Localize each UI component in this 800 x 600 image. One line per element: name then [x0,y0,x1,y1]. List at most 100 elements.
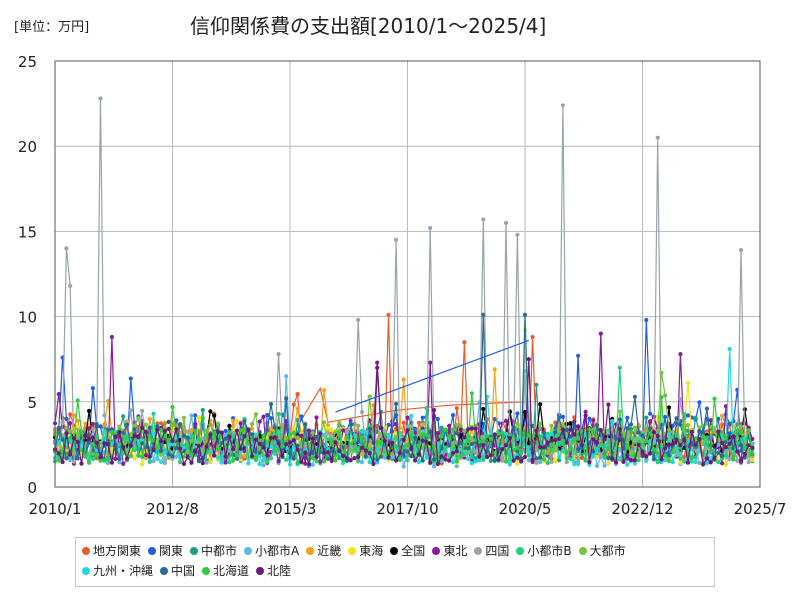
data-point [394,458,399,463]
legend-marker [148,547,157,555]
data-point [481,312,486,317]
data-point [75,424,80,429]
data-point [704,406,710,411]
data-point [174,454,179,459]
data-point [610,456,615,461]
series-layer [52,96,755,469]
data-point [720,461,725,466]
data-point [568,445,573,450]
data-point [568,434,573,439]
data-point [515,232,520,237]
data-point [727,431,732,436]
data-point [439,425,444,430]
data-point [469,441,474,446]
data-point [227,423,232,428]
data-point [87,460,92,465]
data-point [594,440,600,445]
data-point [697,429,702,434]
data-point [151,458,156,464]
data-point [390,440,395,445]
data-point [106,398,111,404]
data-point [250,432,255,437]
data-point [231,447,236,452]
data-point [272,435,277,440]
data-point [79,461,84,466]
data-point [685,460,691,465]
data-point [356,458,361,463]
data-point [454,464,459,469]
data-point [284,396,289,401]
data-point [738,443,744,448]
data-point [299,433,304,438]
data-point [610,419,615,424]
data-point [572,462,577,467]
data-point [56,451,61,456]
data-point [409,413,414,418]
data-point [534,456,539,461]
data-point [344,434,349,439]
data-point [143,453,149,458]
legend-label: 関東 [159,544,184,558]
data-point [560,414,566,419]
data-point [648,419,653,424]
data-point [185,444,190,449]
data-point [140,425,145,430]
series-gap-line [335,339,529,413]
data-point [481,217,486,222]
data-point [64,445,69,450]
legend-label: 全国 [401,544,426,558]
data-point [394,444,399,449]
data-point [587,416,592,421]
legend-item: 全国 [390,541,425,561]
data-point [352,438,357,443]
data-point [629,422,634,427]
data-point [568,421,573,426]
data-point [636,436,641,441]
data-point [71,459,77,464]
data-point [462,340,467,345]
legend-label: 北海道 [213,564,250,578]
data-point [322,459,327,464]
data-point [166,426,171,431]
data-point [367,426,372,431]
data-point [140,462,145,467]
data-point [136,435,141,440]
data-point [629,451,634,456]
data-point [682,412,687,417]
data-point [416,444,421,449]
data-point [132,456,137,461]
data-point [568,427,573,432]
data-point [503,459,509,464]
data-point [526,449,531,454]
data-point [526,357,531,362]
data-point [697,400,702,405]
data-point [557,454,562,459]
data-point [591,454,596,459]
data-point [640,442,645,447]
data-point [208,459,213,464]
data-point [87,426,92,431]
data-point [68,421,73,426]
data-point [117,424,122,429]
data-point [234,428,239,433]
data-point [678,352,683,357]
data-point [644,458,649,463]
data-point [723,453,729,458]
data-point [363,448,368,453]
chart-title: 信仰関係費の支出額[2010/1～2025/4] [190,14,547,38]
data-point [708,449,713,454]
legend-marker [244,547,253,555]
data-point [109,430,114,435]
legend-label: 東海 [359,544,384,558]
data-point [742,444,747,450]
data-point [507,409,512,415]
data-point [560,448,566,454]
data-point [549,459,554,464]
data-point [655,451,660,456]
data-point [189,433,194,438]
data-point [147,434,152,439]
data-point [560,427,566,432]
data-point [128,432,133,437]
data-point [462,442,467,447]
data-point [151,431,156,436]
